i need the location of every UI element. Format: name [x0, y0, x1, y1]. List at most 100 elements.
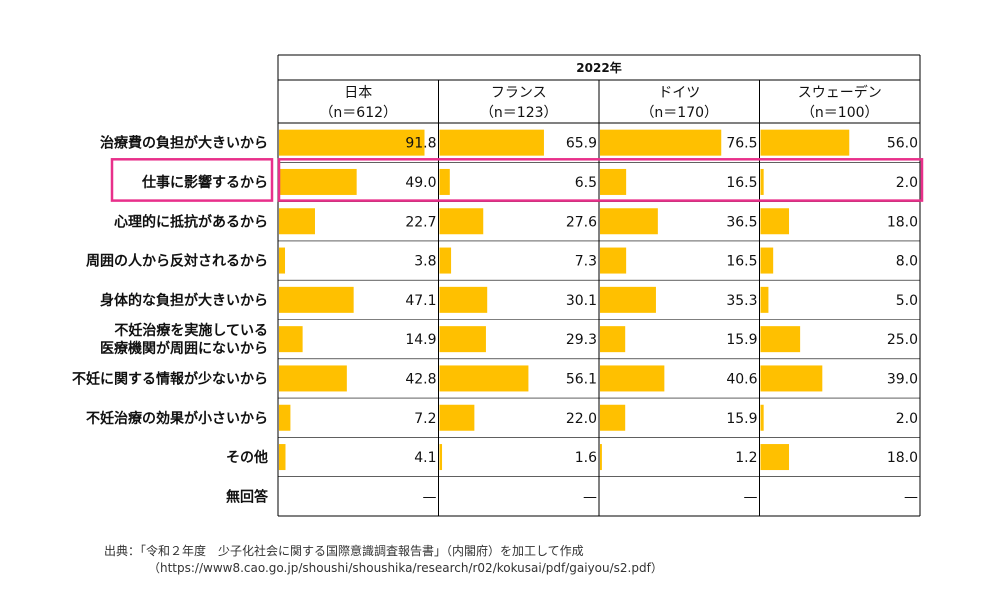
bar-0-2: [279, 208, 315, 235]
bar-1-8: [439, 444, 443, 471]
category-label-9: 無回答: [226, 488, 269, 505]
bar-1-2: [439, 208, 484, 235]
value-label-3-5: 25.0: [887, 332, 918, 348]
bar-0-6: [279, 365, 347, 392]
value-label-2-1: 16.5: [726, 175, 757, 191]
bar-1-0: [439, 129, 544, 156]
series-name-0: 日本: [344, 85, 372, 101]
value-label-3-0: 56.0: [887, 136, 918, 152]
value-label-0-9: —: [423, 489, 437, 505]
value-label-1-5: 29.3: [566, 332, 597, 348]
category-label-6: 不妊に関する情報が少ないから: [72, 370, 268, 387]
bar-2-8: [600, 444, 602, 471]
bar-0-8: [279, 444, 286, 471]
value-label-3-9: —: [904, 489, 918, 505]
bar-2-0: [600, 129, 722, 156]
category-label-8: その他: [226, 449, 268, 466]
bar-2-4: [600, 286, 656, 313]
bar-0-7: [279, 404, 291, 431]
bar-0-1: [279, 168, 357, 195]
value-label-3-4: 5.0: [896, 293, 918, 309]
value-label-0-5: 14.9: [405, 332, 436, 348]
bar-3-4: [760, 286, 769, 313]
bar-1-7: [439, 404, 475, 431]
category-label-2: 心理的に抵抗があるから: [114, 213, 268, 230]
value-label-1-7: 22.0: [566, 411, 597, 427]
bar-3-2: [760, 208, 790, 235]
value-label-1-9: —: [583, 489, 597, 505]
bar-3-0: [760, 129, 850, 156]
bar-0-4: [279, 286, 354, 313]
series-n-2: （n＝170）: [640, 105, 718, 121]
bar-1-6: [439, 365, 529, 392]
series-name-1: フランス: [491, 85, 547, 101]
value-label-0-4: 47.1: [405, 293, 436, 309]
category-label-5-1: 医療機関が周囲にないから: [100, 340, 268, 357]
category-label-7: 不妊治療の効果が小さいから: [86, 410, 268, 427]
source-note: 出典：「令和２年度 少子化社会に関する国際意識調査報告書」（内閣府）を加工して作…: [104, 543, 663, 577]
value-label-0-1: 49.0: [405, 175, 436, 191]
value-label-1-8: 1.6: [575, 450, 597, 466]
category-label-3: 周囲の人から反対されるから: [86, 253, 268, 270]
category-label-5-0: 不妊治療を実施している: [114, 322, 268, 339]
bar-2-6: [600, 365, 665, 392]
bar-2-1: [600, 168, 627, 195]
value-label-2-5: 15.9: [726, 332, 757, 348]
bar-0-5: [279, 326, 303, 353]
highlight-label-box: [110, 158, 274, 202]
bar-1-5: [439, 326, 486, 353]
value-label-2-7: 15.9: [726, 411, 757, 427]
bar-2-7: [600, 404, 626, 431]
value-label-3-6: 39.0: [887, 371, 918, 387]
bar-0-0: [279, 129, 425, 156]
value-label-1-2: 27.6: [566, 214, 597, 230]
value-label-3-3: 8.0: [896, 254, 918, 270]
bar-2-5: [600, 326, 626, 353]
value-label-3-7: 2.0: [896, 411, 918, 427]
value-label-0-3: 3.8: [414, 254, 436, 270]
series-n-1: （n＝123）: [480, 105, 558, 121]
value-label-0-2: 22.7: [405, 214, 436, 230]
value-label-2-9: —: [744, 489, 758, 505]
bar-3-6: [760, 365, 823, 392]
value-label-0-7: 7.2: [414, 411, 436, 427]
category-label-1: 仕事に影響するから: [141, 174, 268, 191]
category-label-4: 身体的な負担が大きいから: [100, 292, 268, 309]
bar-2-3: [600, 247, 627, 274]
bar-3-5: [760, 326, 801, 353]
value-label-3-8: 18.0: [887, 450, 918, 466]
value-label-2-6: 40.6: [726, 371, 757, 387]
bar-3-8: [760, 444, 790, 471]
value-label-0-8: 4.1: [414, 450, 436, 466]
value-label-2-8: 1.2: [735, 450, 757, 466]
value-label-2-3: 16.5: [726, 254, 757, 270]
bar-1-1: [439, 168, 450, 195]
value-label-2-4: 35.3: [726, 293, 757, 309]
category-label-0: 治療費の負担が大きいから: [100, 135, 268, 152]
bar-0-3: [279, 247, 286, 274]
value-label-0-6: 42.8: [405, 371, 436, 387]
series-name-3: スウェーデン: [798, 84, 882, 101]
bar-2-2: [600, 208, 658, 235]
chart-title: 2022年: [576, 60, 621, 75]
series-n-0: （n＝612）: [319, 105, 397, 121]
bar-1-4: [439, 286, 488, 313]
series-n-3: （n＝100）: [801, 105, 879, 121]
bar-3-3: [760, 247, 774, 274]
value-label-2-0: 76.5: [726, 136, 757, 152]
source-line-2: （https://www8.cao.go.jp/shoushi/shoushik…: [148, 561, 663, 575]
highlight-row-box: [277, 158, 924, 202]
source-line-1: 出典：「令和２年度 少子化社会に関する国際意識調査報告書」（内閣府）を加工して作…: [104, 544, 584, 558]
value-label-3-1: 2.0: [896, 175, 918, 191]
value-label-1-6: 56.1: [566, 371, 597, 387]
value-label-1-3: 7.3: [575, 254, 597, 270]
bar-1-3: [439, 247, 452, 274]
value-label-0-0: 91.8: [405, 136, 436, 152]
series-name-2: ドイツ: [658, 85, 700, 101]
value-label-1-0: 65.9: [566, 136, 597, 152]
value-label-2-2: 36.5: [726, 214, 757, 230]
value-label-1-1: 6.5: [575, 175, 597, 191]
value-label-3-2: 18.0: [887, 214, 918, 230]
bar-3-1: [760, 168, 764, 195]
